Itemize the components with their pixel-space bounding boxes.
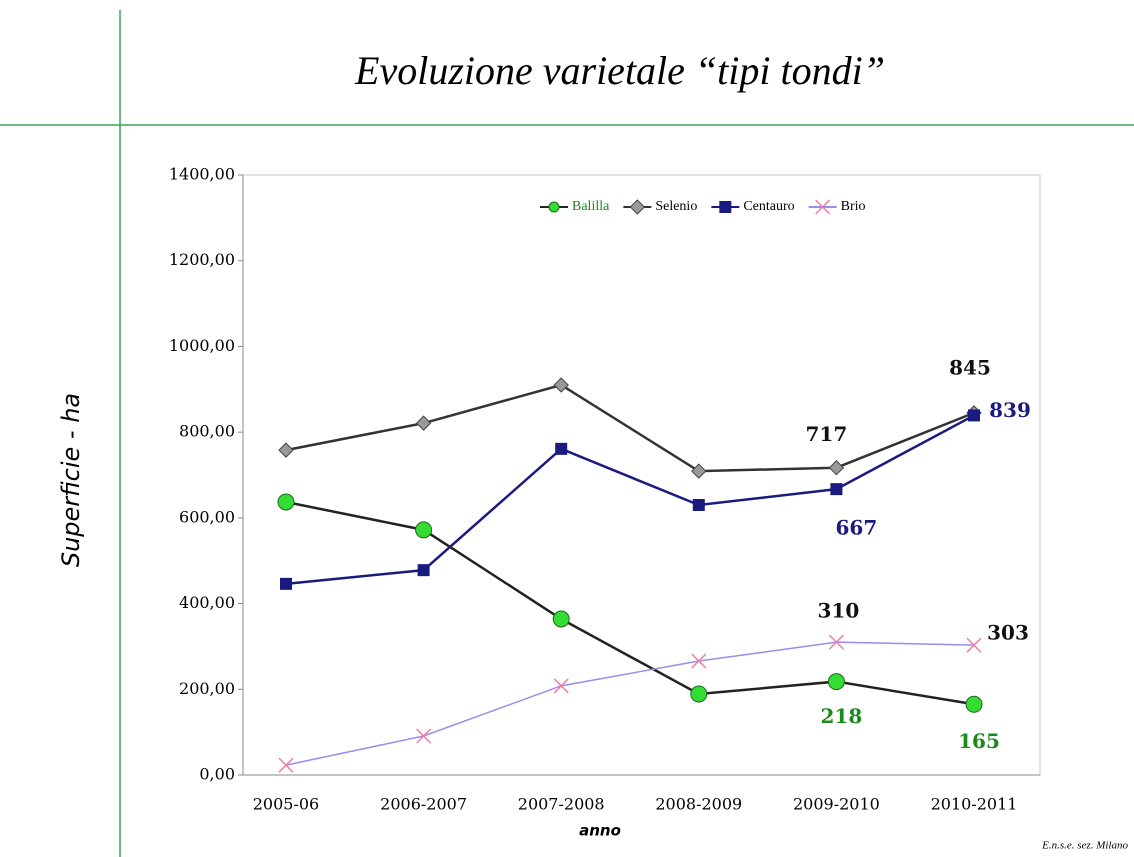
marker <box>415 521 433 539</box>
marker <box>830 483 843 496</box>
marker <box>828 634 844 650</box>
legend-marker <box>815 199 831 215</box>
x-axis-title: anno <box>579 822 621 840</box>
x-tick-label: 2010-2011 <box>931 795 1018 814</box>
marker <box>828 460 845 476</box>
legend-marker <box>629 199 646 215</box>
y-tick-label: 0,00 <box>199 765 235 784</box>
legend-label: Centauro <box>743 199 794 214</box>
y-tick-label: 400,00 <box>179 593 235 612</box>
y-axis-title: Superficie - ha <box>57 393 85 567</box>
marker <box>415 415 432 431</box>
marker <box>277 493 295 511</box>
marker <box>965 695 983 713</box>
legend-label: Balilla <box>572 199 610 214</box>
data-label: 165 <box>958 729 1000 753</box>
marker <box>692 499 705 511</box>
marker <box>417 564 430 577</box>
plot-area <box>242 174 1041 776</box>
y-tick-label: 600,00 <box>179 507 235 526</box>
series-line <box>285 414 975 586</box>
data-label: 667 <box>836 516 878 540</box>
marker <box>968 409 980 422</box>
data-label: 839 <box>989 398 1031 422</box>
marker <box>553 678 569 694</box>
marker <box>278 757 294 773</box>
marker <box>278 442 294 458</box>
legend-marker <box>719 201 732 213</box>
y-tick-label: 1000,00 <box>169 336 235 355</box>
series-line <box>285 383 975 473</box>
legend-label: Selenio <box>655 199 697 214</box>
marker <box>966 637 982 653</box>
y-tick-label: 200,00 <box>179 679 235 698</box>
data-label: 845 <box>949 355 991 379</box>
y-tick-label: 1200,00 <box>169 250 235 269</box>
marker <box>416 728 432 744</box>
marker <box>553 377 569 393</box>
legend-marker <box>548 201 560 213</box>
marker <box>691 463 707 479</box>
x-tick-label: 2007-2008 <box>518 795 605 814</box>
chart-title: Evoluzione varietale “tipi tondi” <box>354 48 885 93</box>
marker <box>691 653 707 669</box>
marker <box>555 442 568 455</box>
series-line <box>285 500 975 706</box>
marker <box>827 673 845 691</box>
series-line <box>285 641 975 766</box>
y-tick-label: 1400,00 <box>169 165 235 184</box>
data-label: 218 <box>821 704 863 728</box>
data-label: 310 <box>818 599 860 623</box>
x-tick-label: 2008-2009 <box>655 795 742 814</box>
data-label: 717 <box>806 422 848 446</box>
x-tick-label: 2005-06 <box>253 795 319 814</box>
data-label: 303 <box>987 621 1029 645</box>
legend-label: Brio <box>841 199 866 214</box>
marker <box>690 685 708 703</box>
footer: E.n.s.e. sez. Milano <box>1041 840 1128 852</box>
x-tick-label: 2009-2010 <box>793 795 880 814</box>
y-tick-label: 800,00 <box>179 422 235 441</box>
marker <box>280 577 292 590</box>
marker <box>552 610 570 628</box>
x-tick-label: 2006-2007 <box>380 795 467 814</box>
